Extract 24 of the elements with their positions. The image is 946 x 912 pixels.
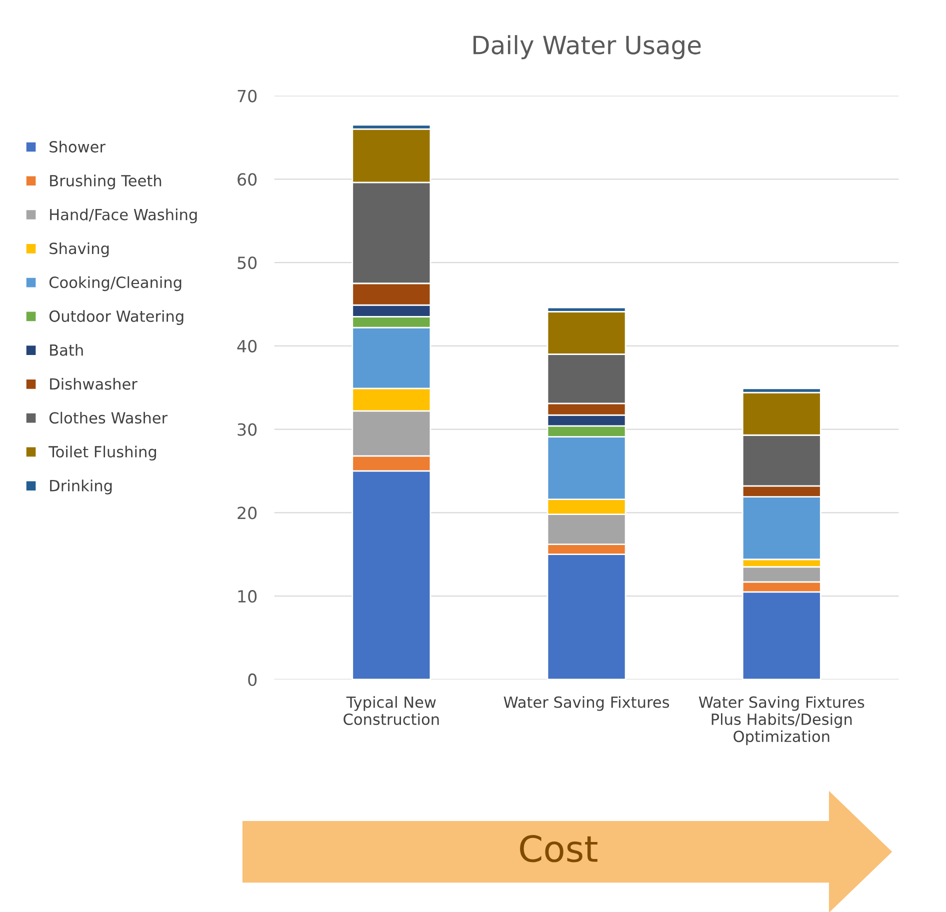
legend-label: Brushing Teeth: [50, 174, 162, 190]
legend-label: Shaving: [50, 242, 109, 258]
legend-label: Drinking: [50, 480, 112, 494]
y-tick-label: 0: [248, 673, 257, 686]
chart-title: Daily Water Usage: [474, 35, 701, 60]
y-tick-label: 60: [238, 173, 257, 186]
y-tick-label: 70: [238, 90, 257, 102]
y-tick-label: 50: [238, 256, 257, 270]
x-tick-label: Typical New Construction: [344, 696, 439, 726]
legend-label: Clothes Washer: [49, 412, 168, 424]
legend-label: Shower: [50, 140, 106, 153]
x-tick-label: Water Saving Fixtures Plus Habits/Design Optimization: [698, 696, 864, 746]
y-tick-label: 20: [238, 506, 257, 520]
y-tick-label: 10: [238, 590, 257, 603]
y-tick-label: 30: [238, 423, 257, 436]
y-tick-label: 40: [237, 340, 257, 352]
x-tick-label: Water Saving Fixtures: [504, 696, 670, 711]
legend-label: Bath: [50, 344, 83, 356]
legend-label: Outdoor Watering: [49, 310, 184, 325]
legend-label: Toilet Flushing: [48, 446, 156, 460]
text: Cost: [520, 834, 598, 862]
legend-label: Hand/Face Washing: [50, 208, 197, 224]
legend-label: Dishwasher: [50, 378, 138, 390]
legend-label: Cooking/Cleaning: [49, 276, 182, 292]
